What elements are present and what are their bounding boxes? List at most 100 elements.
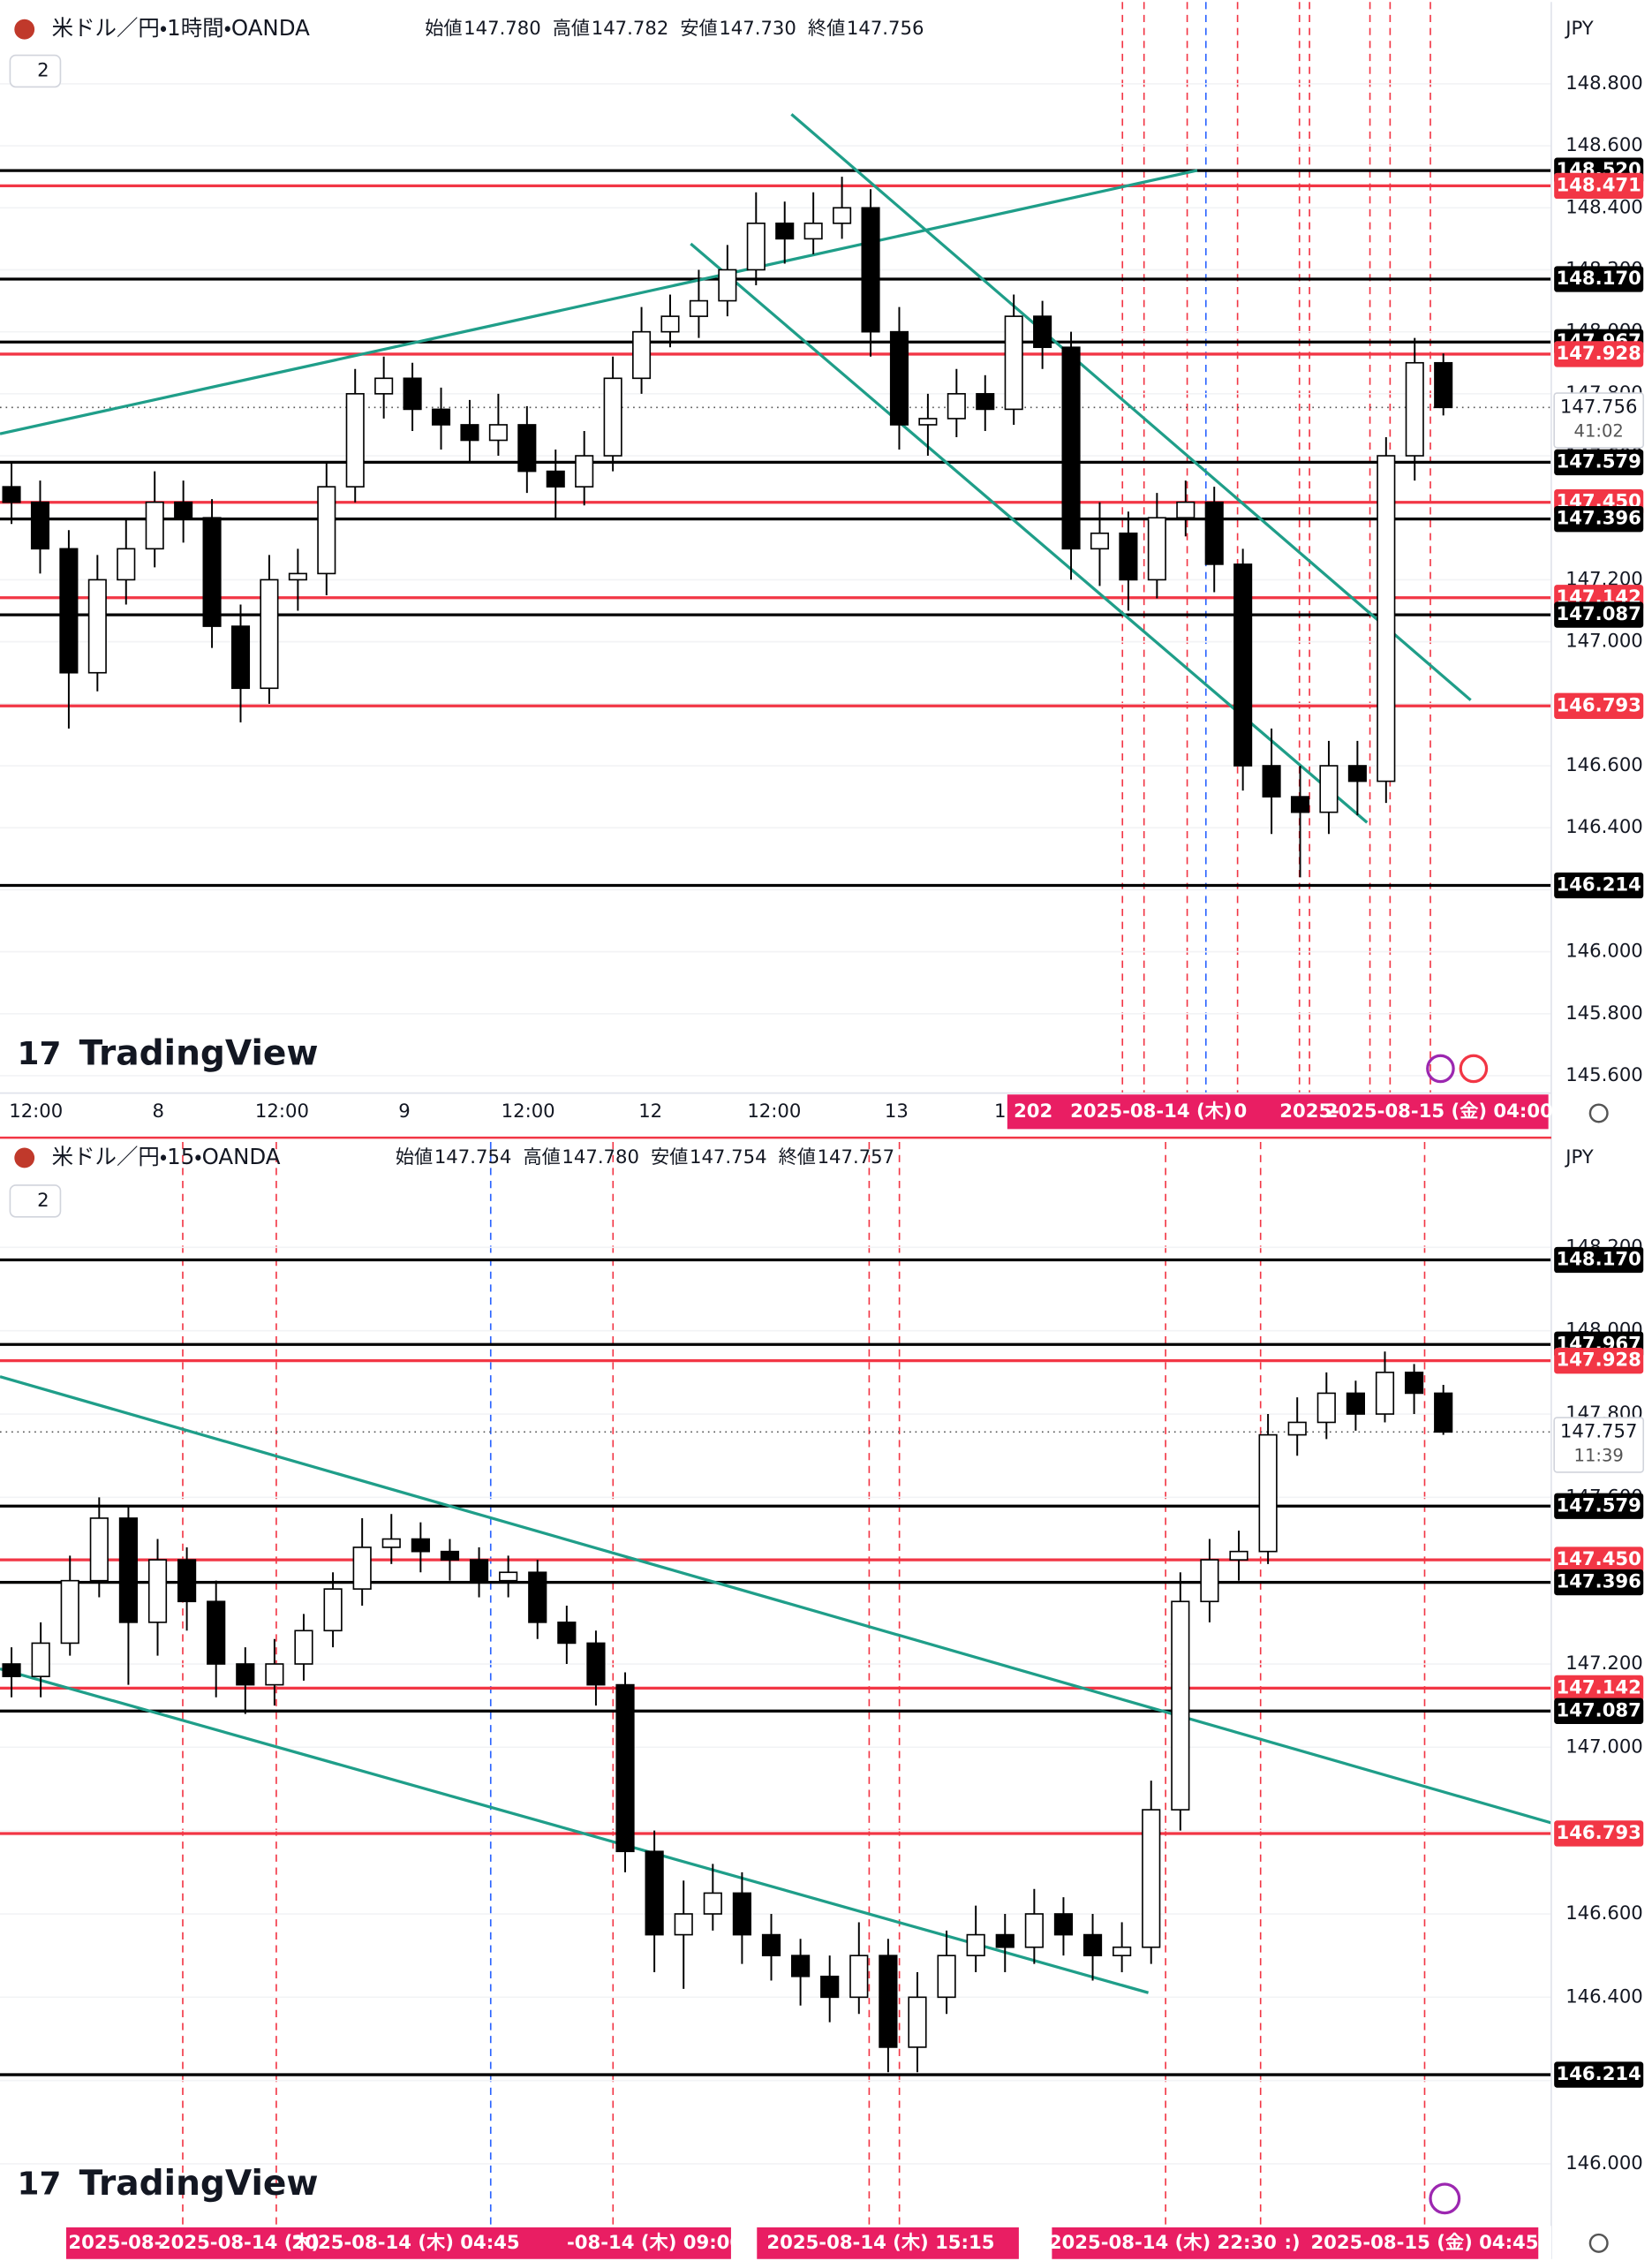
candle-body (861, 207, 880, 333)
level-label-box (1554, 266, 1644, 292)
ohlc-label: 終値 (779, 1146, 816, 1168)
level-label-box (1554, 1246, 1644, 1274)
candle-body (2, 486, 21, 503)
trendlines (0, 113, 1552, 1994)
time-highlight (1052, 2227, 1539, 2259)
candles-layer (2, 177, 1453, 2073)
candle-body (947, 393, 966, 420)
candle-body (803, 223, 823, 240)
level-label: 147.396 (1556, 1570, 1641, 1592)
x-tick-label: 2025-08-14 (木) 04:45 (292, 2231, 520, 2253)
price-axis-bg (1550, 2, 1652, 2259)
candle-body (1404, 1372, 1424, 1395)
level-label-box (1554, 692, 1644, 719)
candle-body (460, 424, 479, 442)
y-tick-label: 147.200 (1565, 1652, 1643, 1674)
x-tick-label: 1 (994, 1100, 1006, 1122)
grid-layer (0, 83, 1551, 2165)
level-label-box (1554, 505, 1644, 533)
level-label-box (1554, 449, 1644, 476)
y-tick-label: 147.000 (1565, 630, 1643, 652)
trendline (0, 1375, 1552, 1825)
x-tick-label: 2025-08-14 (木) 22:30 (1049, 2231, 1277, 2253)
level-label-box (1554, 872, 1644, 899)
watermark: TradingView (79, 1034, 319, 1074)
candle-body (87, 578, 107, 674)
candle-body (1434, 1392, 1453, 1433)
candle-body (1053, 1913, 1074, 1936)
candle-body (488, 424, 508, 442)
level-label: 146.214 (1556, 2062, 1641, 2084)
settings-icon[interactable] (1588, 1103, 1609, 1123)
candle-body (732, 1892, 752, 1936)
candle-body (1347, 765, 1367, 783)
x-tick-label: 12:00 (255, 1100, 309, 1122)
candle-body (615, 1683, 635, 1853)
candle-body (517, 424, 537, 473)
current-price-label: 147.756 (1560, 395, 1638, 417)
candle-body (889, 330, 909, 426)
level-label-box (1554, 2061, 1644, 2088)
x-tick-label: 12 (638, 1100, 662, 1122)
candle-body (117, 548, 136, 581)
badge[interactable]: 2 (37, 58, 49, 80)
candle-body (918, 418, 938, 426)
candle-body (1229, 1550, 1248, 1561)
trendline (0, 1667, 1150, 1994)
levels-layer (0, 169, 1551, 2076)
level-label: 147.450 (1556, 1547, 1641, 1569)
candle-body (1262, 765, 1281, 798)
x-tick-label: 2025-08- (68, 2231, 162, 2253)
x-tick-label: 9 (398, 1100, 410, 1122)
ohlc-value: 147.780 (562, 1146, 639, 1168)
level-label-box (1554, 1347, 1644, 1374)
level-label-box (1554, 1698, 1644, 1724)
candle-body (118, 1517, 139, 1623)
time-highlight (65, 2227, 731, 2259)
candle-body (1004, 315, 1023, 411)
time-highlight (757, 2227, 1019, 2259)
candle-body (352, 1546, 372, 1590)
level-label-box (1554, 1675, 1644, 1702)
candle-body (207, 1600, 226, 1665)
ohlc-value: 147.754 (434, 1146, 512, 1168)
countdown: 11:39 (1574, 1446, 1624, 1466)
level-label: 147.928 (1556, 1349, 1641, 1371)
x-tick-label: -08-14 (木) 09:00 (567, 2231, 743, 2253)
x-tick-label: 0 (1234, 1100, 1248, 1122)
badge[interactable]: 2 (37, 1189, 49, 1211)
x-tick-label: 2025-08-15 (金) 04:45 (1310, 2231, 1538, 2253)
settings-icon[interactable] (1588, 2233, 1609, 2253)
icon[interactable] (1429, 2182, 1461, 2215)
x-tick-label: 2025- (1279, 1100, 1339, 1122)
x-tick-label: :) (1284, 2231, 1300, 2253)
candle-body (966, 1933, 985, 1956)
current-price-box (1553, 1417, 1645, 1473)
y-tick-label: 146.600 (1565, 1902, 1643, 1924)
candle-body (937, 1955, 956, 1999)
ohlc-label: 安値 (651, 1146, 688, 1168)
currency[interactable]: JPY (1564, 17, 1594, 39)
level-label-box (1554, 1820, 1644, 1847)
candle-body (1233, 563, 1253, 767)
symbol-flag (14, 1147, 35, 1168)
candle-body (2, 1663, 21, 1677)
badge-box[interactable] (9, 54, 62, 88)
ohlc-label: 高値 (523, 1146, 560, 1168)
currency[interactable]: JPY (1564, 1146, 1594, 1168)
icon[interactable] (1459, 1054, 1489, 1084)
candle-body (345, 393, 365, 488)
icon[interactable] (1426, 1054, 1455, 1084)
level-label-box (1554, 601, 1644, 628)
candle-body (703, 1892, 722, 1915)
candle-body (1171, 1600, 1190, 1811)
level-label: 147.087 (1556, 1698, 1641, 1720)
watermark: TradingView (79, 2164, 319, 2204)
badge-box[interactable] (9, 1184, 62, 1218)
ohlc-label: 高値 (553, 17, 590, 39)
level-label: 146.793 (1556, 1821, 1641, 1843)
candle-body (718, 268, 737, 302)
candle-body (59, 548, 79, 674)
